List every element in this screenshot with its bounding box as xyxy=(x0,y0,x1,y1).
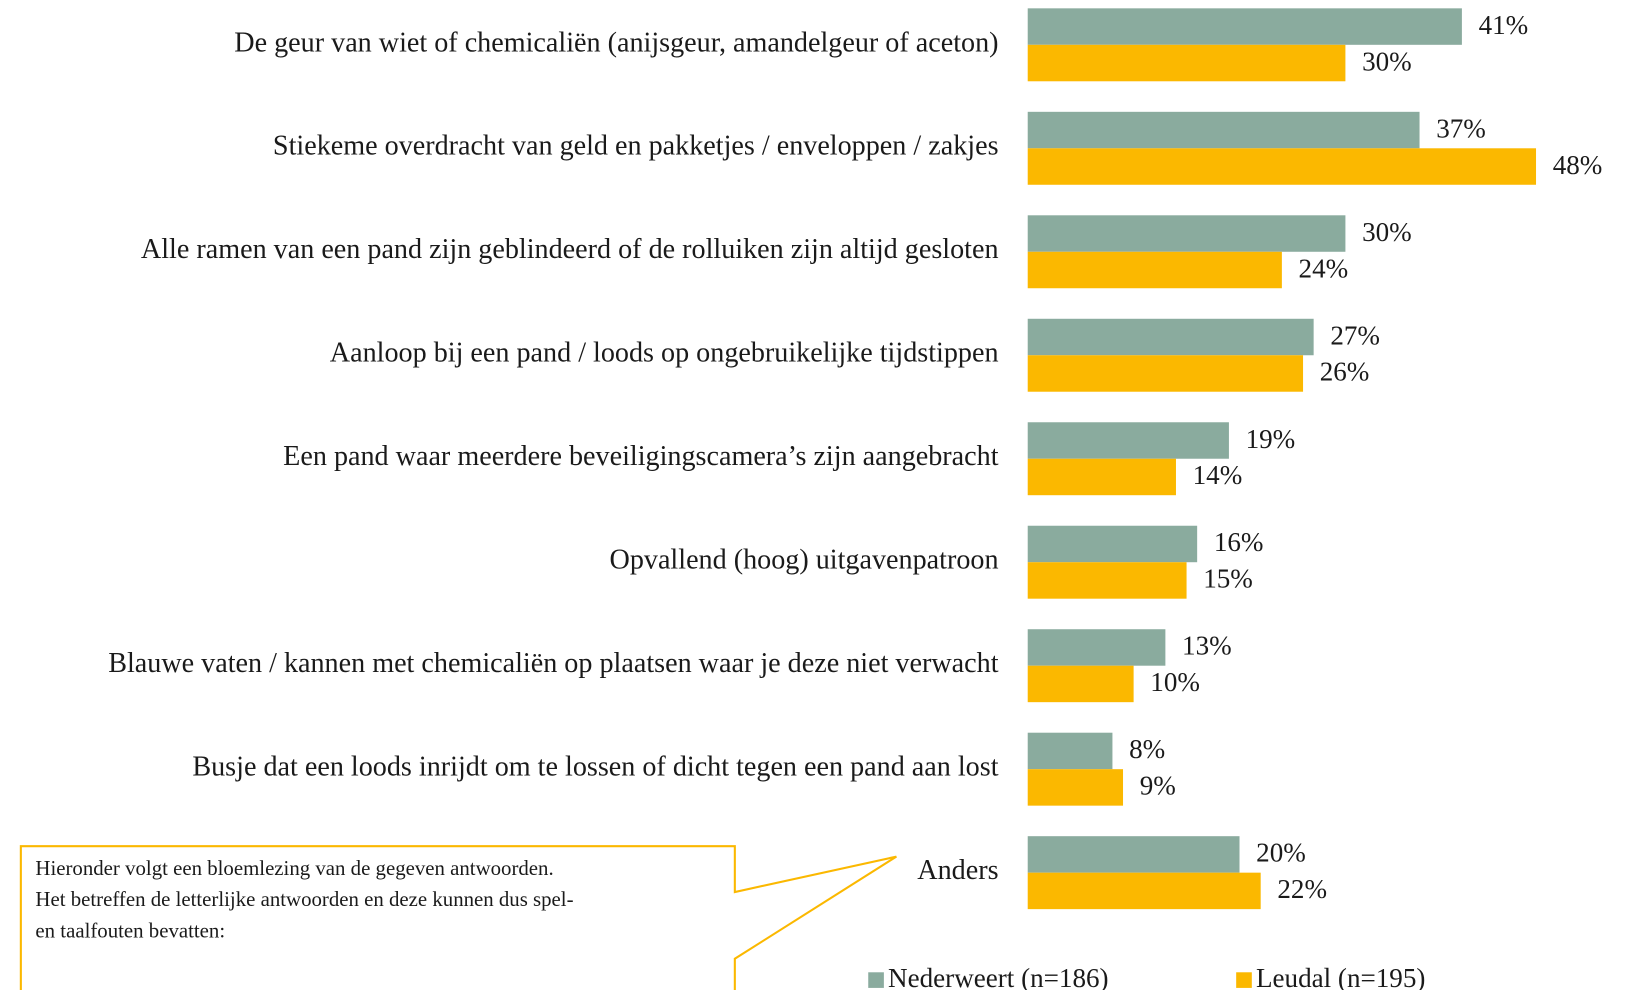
bar xyxy=(1027,422,1229,459)
bar xyxy=(1027,8,1462,45)
value-label: 26% xyxy=(1320,357,1370,387)
category-label: Een pand waar meerdere beveiligingscamer… xyxy=(283,441,999,472)
category-label: Aanloop bij een pand / loods op ongebrui… xyxy=(330,338,999,369)
value-label: 20% xyxy=(1256,838,1306,868)
bar xyxy=(1027,111,1420,149)
bar xyxy=(1027,562,1187,599)
value-label: 13% xyxy=(1182,631,1232,661)
bar xyxy=(1027,251,1282,289)
value-label: 30% xyxy=(1362,46,1412,76)
bar xyxy=(1027,836,1240,873)
bar xyxy=(1027,769,1124,806)
bar xyxy=(1027,215,1346,252)
bar xyxy=(1027,318,1314,356)
annotation-callout xyxy=(19,845,897,990)
category-label: Alle ramen van een pand zijn geblindeerd… xyxy=(141,234,999,265)
category-label: De geur van wiet of chemicaliën (anijsge… xyxy=(234,27,998,58)
bar xyxy=(1027,525,1198,563)
annotation-text: Het betreffen de letterlijke antwoorden … xyxy=(35,887,573,911)
bar xyxy=(1027,732,1113,770)
category-label: Anders xyxy=(917,855,998,886)
annotation-text: en taalfouten bevatten: xyxy=(35,918,225,942)
category-label: Blauwe vaten / kannen met chemicaliën op… xyxy=(108,648,998,679)
value-label: 30% xyxy=(1362,217,1412,247)
legend-label: Nederweert (n=186) xyxy=(888,963,1109,990)
bar xyxy=(1027,629,1166,666)
bar xyxy=(1027,458,1176,496)
value-label: 41% xyxy=(1479,10,1529,40)
annotation-text: Hieronder volgt een bloemlezing van de g… xyxy=(35,856,553,880)
value-label: 16% xyxy=(1214,527,1264,557)
category-label: Opvallend (hoog) uitgavenpatroon xyxy=(610,545,999,576)
value-label: 15% xyxy=(1203,564,1253,594)
bar xyxy=(1027,148,1537,185)
bar xyxy=(1027,44,1346,82)
value-label: 24% xyxy=(1299,253,1349,283)
value-label: 8% xyxy=(1129,734,1165,764)
value-label: 10% xyxy=(1150,667,1200,697)
bar xyxy=(1027,355,1304,392)
bar xyxy=(1027,665,1134,703)
value-label: 14% xyxy=(1193,460,1243,490)
value-label: 48% xyxy=(1553,150,1603,180)
category-label: Stiekeme overdracht van geld en pakketje… xyxy=(273,131,999,162)
legend-swatch xyxy=(1236,972,1252,988)
legend-label: Leudal (n=195) xyxy=(1256,963,1425,990)
bar xyxy=(1027,872,1261,910)
value-label: 22% xyxy=(1277,874,1327,904)
category-label: Busje dat een loods inrijdt om te lossen… xyxy=(192,752,998,783)
legend-swatch xyxy=(868,972,884,988)
value-label: 19% xyxy=(1246,424,1296,454)
value-label: 9% xyxy=(1140,771,1176,801)
value-label: 27% xyxy=(1330,320,1380,350)
value-label: 37% xyxy=(1436,113,1486,143)
